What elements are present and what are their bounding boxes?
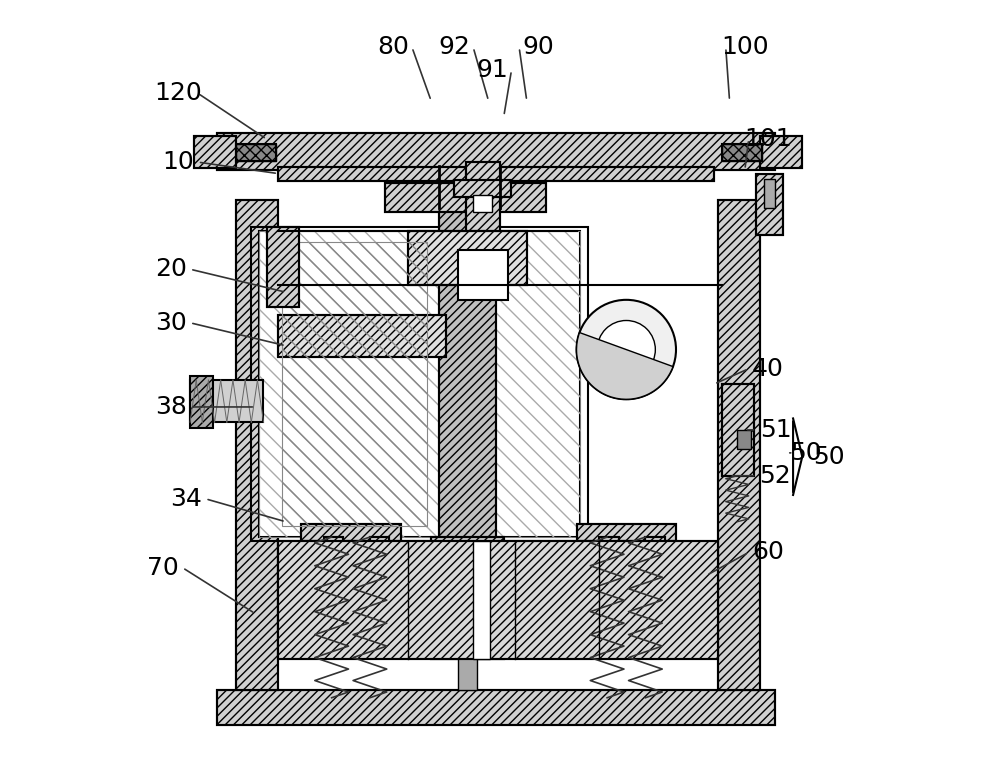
Text: 50: 50 xyxy=(790,441,822,465)
Wedge shape xyxy=(577,333,673,399)
Bar xyxy=(722,144,762,161)
Bar xyxy=(278,541,718,660)
Bar xyxy=(599,537,619,554)
Text: 34: 34 xyxy=(170,487,202,511)
Bar xyxy=(408,231,527,284)
Bar xyxy=(259,231,580,537)
Bar xyxy=(454,180,511,197)
Bar xyxy=(278,167,714,181)
Bar xyxy=(760,136,802,168)
Bar xyxy=(466,166,495,189)
Bar xyxy=(236,144,276,161)
Text: 80: 80 xyxy=(377,35,409,59)
Text: 101: 101 xyxy=(744,127,792,151)
Bar xyxy=(577,524,676,541)
Text: 120: 120 xyxy=(155,81,202,105)
Bar xyxy=(599,537,619,554)
Bar xyxy=(431,537,504,660)
Text: 40: 40 xyxy=(752,356,784,381)
Text: 60: 60 xyxy=(752,541,784,564)
Bar xyxy=(577,524,676,541)
Bar xyxy=(278,315,446,357)
Circle shape xyxy=(577,300,676,399)
Bar xyxy=(385,183,546,212)
Bar xyxy=(370,537,389,554)
Circle shape xyxy=(597,320,655,379)
Bar xyxy=(718,200,760,690)
Bar xyxy=(756,174,783,235)
Bar xyxy=(645,537,665,554)
Text: 30: 30 xyxy=(155,311,187,335)
Text: 10: 10 xyxy=(163,150,194,174)
Bar xyxy=(722,144,762,161)
Text: 51: 51 xyxy=(760,418,791,442)
Bar xyxy=(217,133,775,170)
Text: 50: 50 xyxy=(813,445,845,468)
Text: 91: 91 xyxy=(476,58,508,82)
Bar xyxy=(278,315,446,357)
Text: 90: 90 xyxy=(522,35,554,59)
Bar xyxy=(764,179,775,208)
Bar xyxy=(718,200,760,690)
Bar xyxy=(324,537,343,554)
Bar xyxy=(737,430,751,449)
Text: 70: 70 xyxy=(147,556,179,580)
Text: 20: 20 xyxy=(155,257,187,281)
Bar xyxy=(408,231,527,284)
Bar xyxy=(194,136,236,168)
Text: 52: 52 xyxy=(760,464,791,488)
Bar xyxy=(217,133,775,170)
Bar xyxy=(236,144,276,161)
Text: 38: 38 xyxy=(155,395,187,419)
Bar xyxy=(466,162,500,235)
Bar xyxy=(385,183,546,212)
Bar xyxy=(301,524,401,541)
Bar xyxy=(251,227,588,541)
Text: 100: 100 xyxy=(721,35,769,59)
Bar xyxy=(439,197,496,541)
Bar xyxy=(190,380,263,422)
Bar xyxy=(282,243,427,525)
Bar xyxy=(217,690,775,724)
Bar xyxy=(439,197,496,541)
Bar xyxy=(466,162,500,235)
Bar xyxy=(324,537,343,554)
Bar xyxy=(236,200,278,690)
Bar xyxy=(458,652,477,690)
Bar xyxy=(722,384,754,476)
Text: 92: 92 xyxy=(438,35,470,59)
Bar xyxy=(236,200,278,690)
Bar xyxy=(278,541,718,660)
Bar xyxy=(370,537,389,554)
Bar xyxy=(301,524,401,541)
Bar xyxy=(278,167,714,181)
Bar xyxy=(454,180,511,197)
Bar xyxy=(194,136,236,168)
Bar xyxy=(217,690,775,724)
Bar xyxy=(259,231,580,537)
Bar xyxy=(267,227,299,307)
Bar xyxy=(473,541,490,660)
Bar xyxy=(722,384,754,476)
Bar xyxy=(431,537,504,660)
Bar xyxy=(267,227,299,307)
Bar xyxy=(458,250,508,300)
Bar xyxy=(756,174,783,235)
Bar xyxy=(190,376,213,428)
Bar xyxy=(473,195,492,212)
Bar xyxy=(645,537,665,554)
Bar xyxy=(760,136,802,168)
